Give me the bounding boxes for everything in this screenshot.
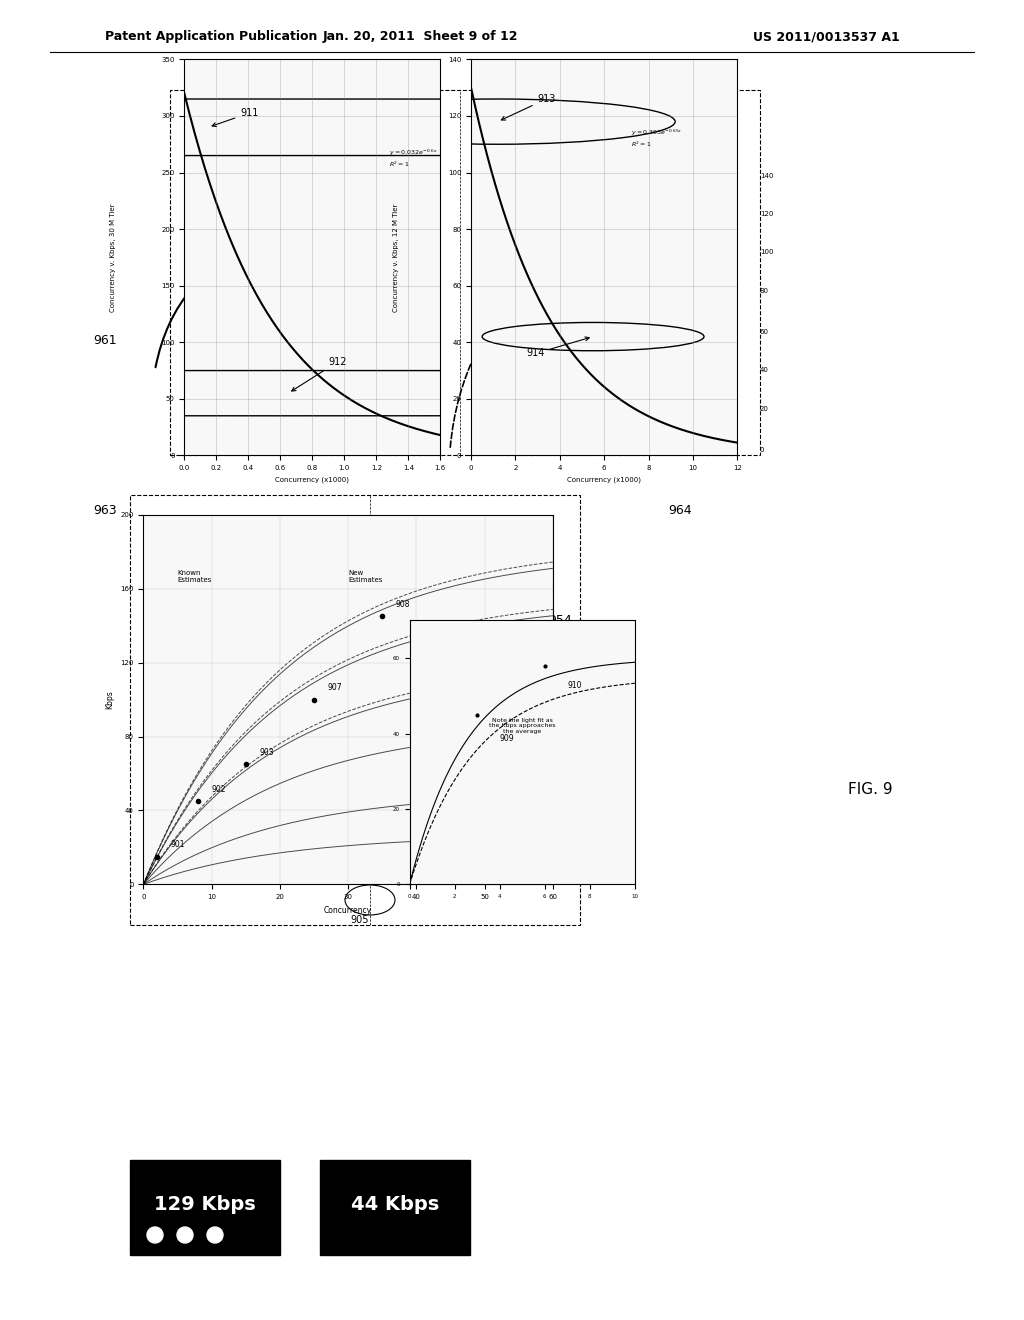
Text: New
Estimates: New Estimates xyxy=(348,570,383,583)
Text: Concurrency v. Kbps, 30 M Tier: Concurrency v. Kbps, 30 M Tier xyxy=(110,203,116,312)
Text: 44 Kbps: 44 Kbps xyxy=(351,1196,439,1214)
Text: 140: 140 xyxy=(760,173,773,178)
Text: 20: 20 xyxy=(760,405,769,412)
Text: 914: 914 xyxy=(526,337,589,359)
Text: 951: 951 xyxy=(248,614,272,627)
Text: 908: 908 xyxy=(396,601,411,610)
Text: 60: 60 xyxy=(760,329,769,335)
FancyBboxPatch shape xyxy=(319,1160,470,1255)
Text: US 2011/0013537 A1: US 2011/0013537 A1 xyxy=(754,30,900,44)
Text: 962: 962 xyxy=(648,334,672,346)
Text: 901: 901 xyxy=(171,841,185,850)
Bar xyxy=(130,495,580,925)
Text: 909: 909 xyxy=(500,734,514,743)
FancyBboxPatch shape xyxy=(130,1160,280,1255)
Text: 905: 905 xyxy=(350,915,369,925)
Text: 964: 964 xyxy=(669,503,692,516)
Text: 129 Kbps: 129 Kbps xyxy=(155,1196,256,1214)
Text: 100: 100 xyxy=(760,249,773,255)
Text: 961: 961 xyxy=(93,334,117,346)
Text: 954: 954 xyxy=(548,614,571,627)
Y-axis label: Kbps: Kbps xyxy=(105,690,115,709)
Text: Note the light fit as
the Kbps approaches
the average: Note the light fit as the Kbps approache… xyxy=(489,718,555,734)
Text: 912: 912 xyxy=(292,356,347,391)
X-axis label: Concurrency (x1000): Concurrency (x1000) xyxy=(275,477,349,483)
Bar xyxy=(170,90,760,455)
Circle shape xyxy=(147,1228,163,1243)
Text: 903: 903 xyxy=(259,748,274,758)
Text: $y = 0.032e^{-0.6x}$
$R^2 = 1$: $y = 0.032e^{-0.6x}$ $R^2 = 1$ xyxy=(389,148,438,169)
Text: Speed Tier: Speed Tier xyxy=(471,644,477,681)
Text: 906: 906 xyxy=(420,870,438,880)
Circle shape xyxy=(177,1228,193,1243)
Text: Patent Application Publication: Patent Application Publication xyxy=(105,30,317,44)
Text: 40: 40 xyxy=(760,367,769,374)
Text: 913: 913 xyxy=(502,94,556,120)
Text: 80: 80 xyxy=(760,288,769,294)
Text: $y = 0.303e^{-0.65x}$
$R^2 = 1$: $y = 0.303e^{-0.65x}$ $R^2 = 1$ xyxy=(631,128,682,149)
Text: Concurrency v. Kbps, 12 M Tier: Concurrency v. Kbps, 12 M Tier xyxy=(393,203,399,312)
Text: FIG. 9: FIG. 9 xyxy=(848,783,892,797)
Text: 911: 911 xyxy=(212,108,259,127)
Circle shape xyxy=(207,1228,223,1243)
Text: Jan. 20, 2011  Sheet 9 of 12: Jan. 20, 2011 Sheet 9 of 12 xyxy=(323,30,518,44)
X-axis label: Concurrency: Concurrency xyxy=(325,906,372,915)
Text: 120: 120 xyxy=(760,211,773,216)
Text: 952: 952 xyxy=(368,603,392,616)
Text: 907: 907 xyxy=(328,684,342,693)
Text: Known
Estimates: Known Estimates xyxy=(177,570,212,583)
Text: 953: 953 xyxy=(438,634,462,647)
Text: 902: 902 xyxy=(212,785,226,795)
Text: 0: 0 xyxy=(760,447,765,453)
Text: 963: 963 xyxy=(93,503,117,516)
Text: 910: 910 xyxy=(567,681,582,690)
X-axis label: Concurrency (x1000): Concurrency (x1000) xyxy=(567,477,641,483)
